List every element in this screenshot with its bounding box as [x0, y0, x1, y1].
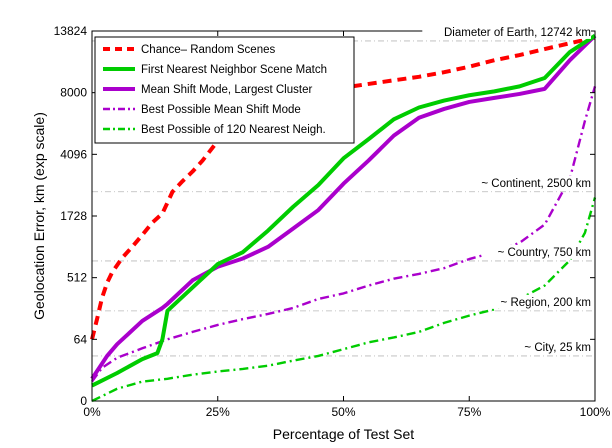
legend-label-chance-random-scenes: Chance– Random Scenes — [141, 44, 275, 56]
series-line-first-nearest-neighbor-scene-match — [91, 34, 597, 388]
legend-label-first-nearest-neighbor-scene-match: First Nearest Neighbor Scene Match — [141, 64, 327, 76]
y-tick-label-2: 64 — [74, 332, 88, 346]
legend-label-best-possible-mean-shift-mode: Best Possible Mean Shift Mode — [141, 104, 301, 116]
reference-label-bg-1 — [422, 24, 591, 39]
reference-label-5: ~ City, 25 km — [524, 342, 591, 354]
series-line-mean-shift-mode-largest-cluster — [90, 34, 597, 380]
x-tick-label-5: 100% — [580, 405, 611, 419]
series-line-best-possible-of-120-nearest-neigh — [91, 197, 597, 403]
legend-label-best-possible-of-120-nearest-neigh: Best Possible of 120 Nearest Neigh. — [141, 124, 326, 136]
y-tick-label-4: 1728 — [60, 209, 87, 223]
series-line-best-possible-mean-shift-mode — [91, 86, 597, 383]
reference-label-bg-2 — [465, 175, 591, 190]
x-tick-label-2: 25% — [206, 405, 230, 419]
x-axis-title: Percentage of Test Set — [273, 426, 414, 442]
y-tick-label-3: 512 — [67, 271, 87, 285]
legend-box — [94, 36, 355, 144]
y-tick-label-6: 8000 — [60, 86, 87, 100]
reference-label-4: ~ Region, 200 km — [501, 297, 591, 309]
reference-label-2: ~ Continent, 2500 km — [481, 178, 591, 190]
x-tick-label-4: 75% — [457, 405, 481, 419]
reference-label-bg-3 — [483, 244, 591, 259]
reference-label-1: Diameter of Earth, 12742 km — [444, 27, 591, 39]
legend-label-mean-shift-mode-largest-cluster: Mean Shift Mode, Largest Cluster — [141, 84, 312, 96]
legend: Chance– Random Scenes First Nearest Neigh… — [94, 36, 355, 144]
y-tick-label-1: 0 — [80, 394, 87, 408]
y-tick-label-5: 4096 — [60, 147, 87, 161]
reference-annotations: Diameter of Earth, 12742 km ~ Continent, … — [422, 24, 591, 354]
y-axis-title: Geolocation Error, km (exp scale) — [31, 112, 47, 320]
y-tick-label-7: 13824 — [54, 24, 88, 38]
reference-label-bg-5 — [507, 339, 591, 354]
reference-label-3: ~ Country, 750 km — [498, 247, 591, 259]
reference-label-bg-4 — [489, 294, 591, 309]
x-tick-label-3: 50% — [331, 405, 355, 419]
x-tick-label-1: 0% — [83, 405, 101, 419]
axis-ticks: 0% 25% 50% 75% 100% 0 64 512 1728 4096 8000 13824 — [54, 24, 611, 419]
